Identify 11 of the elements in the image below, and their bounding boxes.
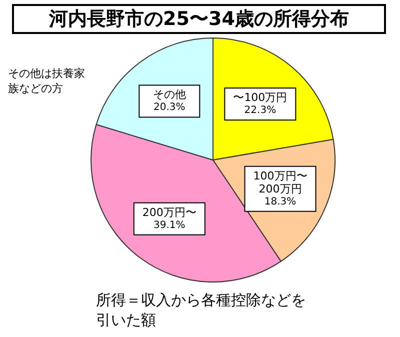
data-label: 39.1%	[154, 220, 186, 231]
data-label: 20.3%	[154, 102, 186, 114]
slice-label: その他	[152, 88, 186, 102]
data-label: 22.3%	[244, 105, 276, 116]
slice-label: 〜100万円	[233, 91, 288, 104]
text: 所得＝収入から各種控除などを引いた額	[96, 290, 307, 330]
data-label: 18.3%	[264, 196, 296, 208]
chart-title: 河内長野市の25〜34歳の所得分布	[12, 4, 386, 34]
slice-label: 200万円〜	[142, 206, 196, 219]
text: その他は扶養家族などの方	[8, 66, 86, 96]
slice-label: 100万円〜200万円	[253, 169, 308, 196]
